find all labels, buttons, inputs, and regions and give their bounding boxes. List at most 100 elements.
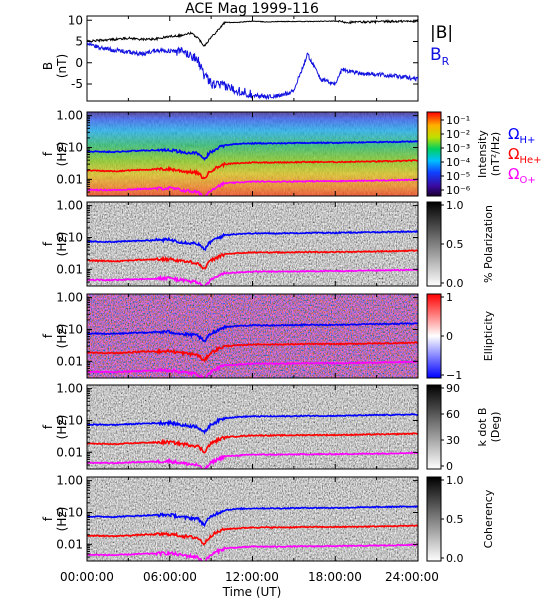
x-tick-label-1: 06:00:00 xyxy=(143,570,197,584)
intensity-panel: 1.00 0.10 0.01 f (Hz) 10⁻¹10⁻²10⁻³10⁻⁴10⁻⁵10⁻… xyxy=(41,109,502,197)
coherency-colorbar xyxy=(426,476,442,562)
coherency-colorbar-tick-label: 1.0 xyxy=(446,474,464,487)
legend-omega-o-sub: O+ xyxy=(519,175,535,186)
f-y-tick-label: 1.00 xyxy=(56,199,83,213)
kdotb-panel: 1.00 0.10 0.01 f (Hz) 90 60 30 0 k dot B (Deg) xyxy=(41,382,502,473)
x-tick-label-4: 24:00:00 xyxy=(385,570,439,584)
intensity-colorbar-label: Intensity xyxy=(476,130,489,178)
x-tick-label-2: 12:00:00 xyxy=(225,570,279,584)
polarization-colorbar-label: % Polarization xyxy=(482,205,495,283)
b-y-tick-label: 10 xyxy=(68,13,83,27)
legend-b-total: |B| xyxy=(430,23,453,43)
f-y-label: f xyxy=(41,516,55,521)
legend-omega-o-sym: Ω xyxy=(508,165,519,183)
ellipticity-texture xyxy=(87,294,418,378)
cyclotron-legend: ΩH+ ΩHe+ ΩO+ xyxy=(508,125,542,186)
f-y-unit: (Hz) xyxy=(55,232,69,257)
intensity-cyclotron-o-plus xyxy=(87,178,418,196)
f-y-label: f xyxy=(41,151,55,156)
kdotb-cyclotron-o-plus xyxy=(87,451,418,469)
legend-omega-h: ΩH+ xyxy=(508,125,535,146)
kdotb-colorbar-tick-label: 90 xyxy=(446,382,460,395)
legend-b-r: BR xyxy=(430,45,450,68)
f-y-unit: (Hz) xyxy=(55,507,69,532)
b-y-tick-label: 0 xyxy=(75,56,83,70)
intensity-colorbar-tick-label: 10⁻⁶ xyxy=(446,184,471,197)
figure-title: ACE Mag 1999-116 xyxy=(185,1,319,17)
f-y-tick-label: 0.01 xyxy=(56,354,83,368)
ellipticity-panel: 1.00 0.10 0.01 f (Hz) 1 0 −1 Ellipticity xyxy=(41,291,495,382)
f-y-tick-label: 1.00 xyxy=(56,291,83,305)
ellipticity-colorbar xyxy=(426,293,442,379)
legend-omega-he: ΩHe+ xyxy=(508,145,542,166)
f-y-tick-label: 1.00 xyxy=(56,382,83,396)
spectral-panels: 1.000.100.01f (Hz)10⁻¹10⁻²10⁻³10⁻⁴10⁻⁵10⁻… xyxy=(41,109,502,565)
legend-omega-he-sub: He+ xyxy=(519,155,541,166)
intensity-colorbar-tick-label: 10⁻² xyxy=(446,128,470,141)
coherency-colorbar-tick-label: 0.0 xyxy=(446,552,464,565)
intensity-texture xyxy=(87,112,418,196)
f-y-unit: (Hz) xyxy=(55,324,69,349)
polarization-panel: 1.00 0.10 0.01 f (Hz) 1.0 0.5 0.0 % Polarization xyxy=(41,199,495,290)
f-y-tick-label: 1.00 xyxy=(56,109,83,123)
x-axis-labels: 00:00:00 06:00:00 12:00:00 18:00:00 24:0… xyxy=(60,570,439,599)
kdotb-cyclotron-h-plus xyxy=(87,413,418,435)
x-axis-title: Time (UT) xyxy=(222,585,282,599)
f-y-tick-label: 0.10 xyxy=(56,413,83,427)
polarization-cyclotron-h-plus xyxy=(87,229,418,252)
intensity-image xyxy=(87,112,418,196)
coherency-panel: 1.00 0.10 0.01 f (Hz) 1.0 0.5 0.0 Coherency xyxy=(41,474,495,565)
polarization-cyclotron-he-plus xyxy=(87,249,418,270)
kdotb-colorbar-unit: (Deg) xyxy=(489,412,502,443)
f-y-tick-label: 0.10 xyxy=(56,505,83,519)
f-y-label: f xyxy=(41,424,55,429)
coherency-texture xyxy=(87,477,418,561)
kdotb-colorbar-tick-label: 30 xyxy=(446,434,460,447)
polarization-colorbar-tick-label: 1.0 xyxy=(446,199,464,212)
ellipticity-colorbar-label: Ellipticity xyxy=(482,310,495,361)
intensity-colorbar xyxy=(426,111,442,197)
polarization-colorbar-tick-label: 0.5 xyxy=(446,238,464,251)
f-y-unit: (Hz) xyxy=(55,142,69,167)
kdotb-colorbar-tick-label: 0 xyxy=(446,460,453,473)
legend-b-r-sub: R xyxy=(442,55,450,68)
f-y-tick-label: 0.01 xyxy=(56,445,83,459)
legend-omega-o: ΩO+ xyxy=(508,165,536,186)
polarization-image xyxy=(87,202,418,286)
polarization-texture xyxy=(87,202,418,286)
intensity-colorbar-tick-label: 10⁻¹ xyxy=(446,114,470,127)
ellipticity-image xyxy=(87,294,418,378)
polarization-cyclotron-o-plus xyxy=(87,268,418,286)
kdotb-colorbar xyxy=(426,384,442,470)
f-y-tick-label: 0.01 xyxy=(56,537,83,551)
ellipticity-colorbar-tick-label: −1 xyxy=(446,369,462,382)
coherency-cyclotron-he-plus xyxy=(87,524,418,546)
f-y-label: f xyxy=(41,241,55,246)
f-y-tick-label: 0.10 xyxy=(56,322,83,336)
polarization-colorbar xyxy=(426,201,442,287)
legend-omega-h-sub: H+ xyxy=(519,135,535,146)
ellipticity-cyclotron-he-plus xyxy=(87,341,418,363)
intensity-colorbar-tick-label: 10⁻⁵ xyxy=(446,170,470,183)
b-y-label: B xyxy=(41,62,55,70)
b-panel-frame xyxy=(86,15,419,102)
coherency-cyclotron-h-plus xyxy=(87,505,418,527)
intensity-cyclotron-h-plus xyxy=(87,140,418,161)
kdotb-colorbar-tick-label: 60 xyxy=(446,408,460,421)
f-y-unit: (Hz) xyxy=(55,415,69,440)
legend-b-r-main: B xyxy=(430,45,442,65)
f-y-label: f xyxy=(41,333,55,338)
ellipticity-cyclotron-h-plus xyxy=(87,322,418,343)
coherency-image xyxy=(87,477,418,561)
kdotb-texture xyxy=(87,385,418,469)
intensity-colorbar-tick-label: 10⁻³ xyxy=(446,142,470,155)
intensity-colorbar-tick-label: 10⁻⁴ xyxy=(446,156,471,169)
kdotb-cyclotron-he-plus xyxy=(87,432,418,454)
kdotb-image xyxy=(87,385,418,469)
legend-omega-he-sym: Ω xyxy=(508,145,519,163)
f-y-tick-label: 0.01 xyxy=(56,172,83,186)
b-y-tick-label: -5 xyxy=(71,77,83,91)
intensity-cyclotron-he-plus xyxy=(87,159,418,180)
